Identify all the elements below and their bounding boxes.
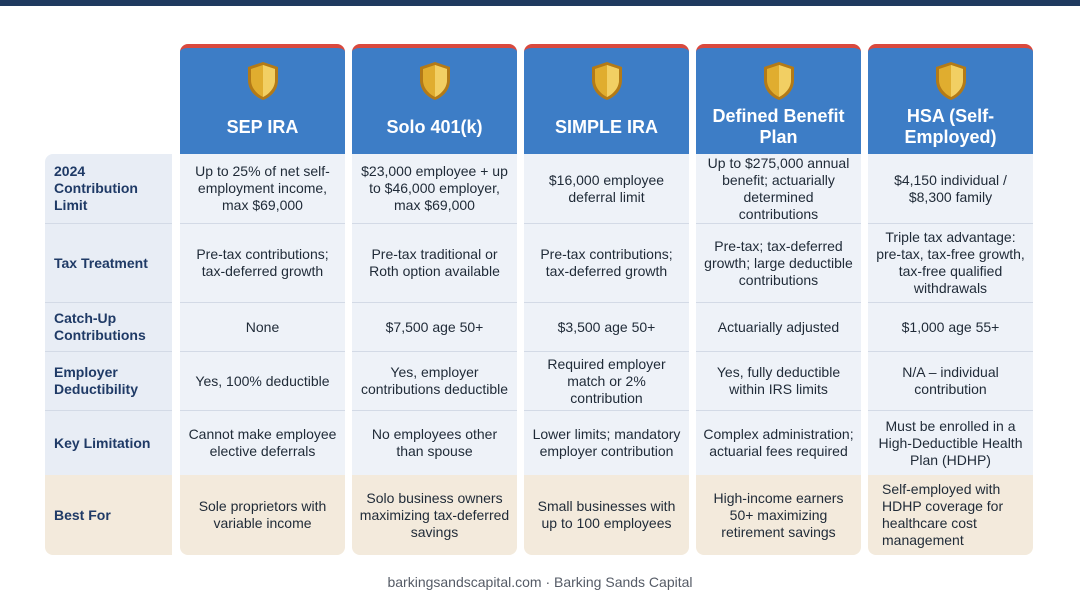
table-cell: Pre-tax contributions; tax-deferred grow…	[524, 223, 689, 302]
table-row: Employer Deductibility Yes, 100% deducti…	[45, 351, 1035, 410]
table-cell: $16,000 employee deferral limit	[524, 154, 689, 223]
table-cell: N/A – individual contribution	[868, 351, 1033, 410]
table-cell: Required employer match or 2% contributi…	[524, 351, 689, 410]
table-cell: Sole proprietors with variable income	[180, 475, 345, 555]
row-label: Catch-Up Contributions	[45, 302, 172, 351]
table-row: Best For Sole proprietors with variable …	[45, 475, 1035, 555]
table-header-row: SEP IRA Solo 401(k) SIMPLE IRA	[45, 44, 1035, 154]
table-row: Key Limitation Cannot make employee elec…	[45, 410, 1035, 475]
table-cell: No employees other than spouse	[352, 410, 517, 475]
table-row: Tax Treatment Pre-tax contributions; tax…	[45, 223, 1035, 302]
table-cell: Yes, fully deductible within IRS limits	[696, 351, 861, 410]
table-cell: None	[180, 302, 345, 351]
shield-icon	[247, 62, 278, 100]
row-label: Tax Treatment	[45, 223, 172, 302]
shield-icon	[935, 62, 966, 100]
table-cell: Up to 25% of net self-employment income,…	[180, 154, 345, 223]
column-header-sep-ira: SEP IRA	[180, 44, 345, 154]
table-row: Catch-Up Contributions None $7,500 age 5…	[45, 302, 1035, 351]
shield-icon	[419, 62, 450, 100]
column-header-defined-benefit: Defined Benefit Plan	[696, 44, 861, 154]
table-cell: $3,500 age 50+	[524, 302, 689, 351]
shield-icon	[763, 62, 794, 100]
column-title: Defined Benefit Plan	[712, 106, 845, 147]
table-cell: Actuarially adjusted	[696, 302, 861, 351]
top-accent-bar	[0, 0, 1080, 6]
table-cell: $1,000 age 55+	[868, 302, 1033, 351]
footer-source: barkingsandscapital.com · Barking Sands …	[387, 574, 693, 590]
table-cell: Small businesses with up to 100 employee…	[524, 475, 689, 555]
table-cell: Pre-tax contributions; tax-deferred grow…	[180, 223, 345, 302]
shield-icon	[591, 62, 622, 100]
row-label: Employer Deductibility	[45, 351, 172, 410]
row-label: Best For	[45, 475, 172, 555]
table-cell: Cannot make employee elective deferrals	[180, 410, 345, 475]
table-cell: Pre-tax; tax-deferred growth; large dedu…	[696, 223, 861, 302]
table-cell: $23,000 employee + up to $46,000 employe…	[352, 154, 517, 223]
column-header-simple-ira: SIMPLE IRA	[524, 44, 689, 154]
column-header-hsa: HSA (Self-Employed)	[868, 44, 1033, 154]
row-label: Key Limitation	[45, 410, 172, 475]
table-cell: Pre-tax traditional or Roth option avail…	[352, 223, 517, 302]
table-cell: Yes, 100% deductible	[180, 351, 345, 410]
column-title: HSA (Self-Employed)	[904, 106, 997, 147]
table-cell: High-income earners 50+ maximizing retir…	[696, 475, 861, 555]
column-title: SEP IRA	[226, 116, 299, 137]
table-cell: Yes, employer contributions deductible	[352, 351, 517, 410]
table-cell: $4,150 individual / $8,300 family	[868, 154, 1033, 223]
table-cell: $7,500 age 50+	[352, 302, 517, 351]
table-cell: Up to $275,000 annual benefit; actuarial…	[696, 154, 861, 223]
column-title: Solo 401(k)	[386, 116, 483, 137]
table-cell: Must be enrolled in a High-Deductible He…	[868, 410, 1033, 475]
row-label: 2024 Contribution Limit	[45, 154, 172, 223]
table-cell: Lower limits; mandatory employer contrib…	[524, 410, 689, 475]
table-cell: Self-employed with HDHP coverage for hea…	[868, 475, 1033, 555]
table-row: 2024 Contribution Limit Up to 25% of net…	[45, 154, 1035, 223]
table-cell: Solo business owners maximizing tax-defe…	[352, 475, 517, 555]
table-cell: Complex administration; actuarial fees r…	[696, 410, 861, 475]
column-header-solo-401k: Solo 401(k)	[352, 44, 517, 154]
table-cell: Triple tax advantage: pre-tax, tax-free …	[868, 223, 1033, 302]
column-title: SIMPLE IRA	[554, 116, 658, 137]
